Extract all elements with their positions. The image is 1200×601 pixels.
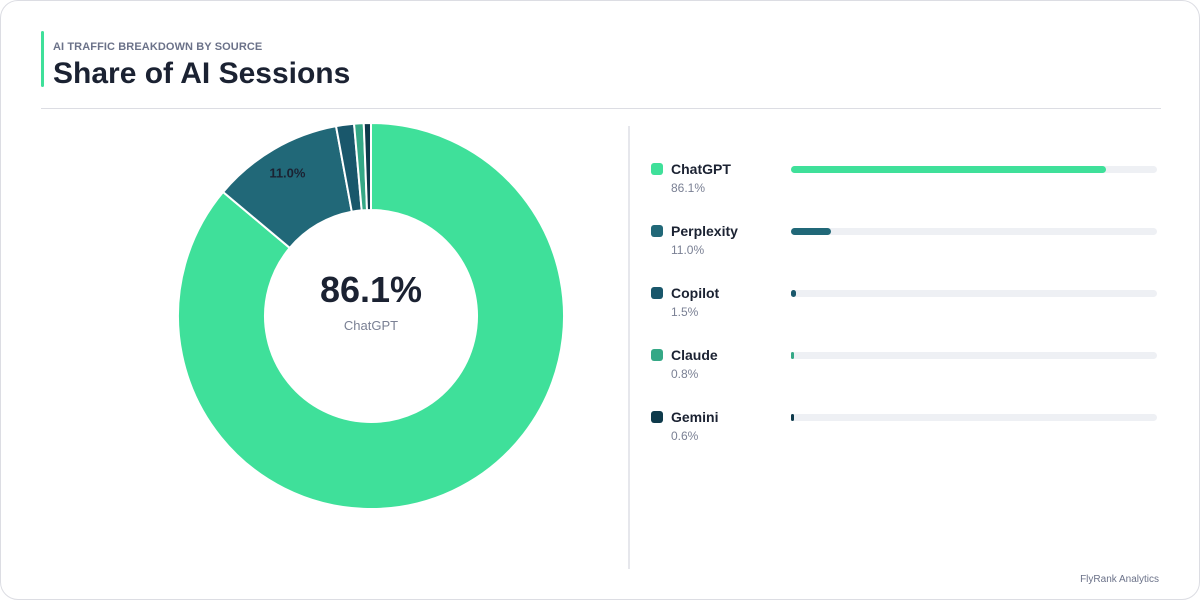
footer-brand: FlyRank Analytics: [1080, 574, 1159, 585]
legend-label: Perplexity: [671, 223, 738, 239]
legend-bar-track: [791, 352, 1157, 359]
legend-bar-track: [791, 166, 1157, 173]
legend-swatch: [651, 349, 663, 361]
legend-item-chatgpt[interactable]: ChatGPT 86.1%: [651, 161, 1161, 202]
legend-bar-track: [791, 414, 1157, 421]
legend-swatch: [651, 287, 663, 299]
accent-bar: [41, 31, 44, 87]
legend-value: 86.1%: [671, 181, 706, 195]
center-label: ChatGPT: [343, 318, 399, 333]
legend-label: Claude: [671, 347, 718, 363]
legend-label: Gemini: [671, 409, 719, 425]
legend-item-claude[interactable]: Claude 0.8%: [651, 347, 1161, 388]
legend-bar-fill: [791, 414, 794, 421]
donut-chart: 11.0%: [177, 121, 565, 510]
legend-swatch: [651, 163, 663, 175]
legend-item-perplexity[interactable]: Perplexity 11.0%: [651, 223, 1161, 264]
legend-item-copilot[interactable]: Copilot 1.5%: [651, 285, 1161, 326]
legend-swatch: [651, 225, 663, 237]
legend-value: 1.5%: [671, 305, 699, 319]
legend-bar-fill: [791, 228, 832, 235]
chart-title: Share of AI Sessions: [53, 57, 351, 90]
chart-eyebrow: AI TRAFFIC BREAKDOWN BY SOURCE: [53, 41, 263, 53]
center-value: 86.1%: [319, 269, 423, 310]
panel-divider: [628, 126, 630, 569]
legend-value: 0.6%: [671, 429, 699, 443]
donut-slice-label: 11.0%: [269, 166, 306, 181]
legend-value: 0.8%: [671, 367, 699, 381]
legend-item-gemini[interactable]: Gemini 0.6%: [651, 409, 1161, 450]
legend-bar-fill: [791, 290, 797, 297]
header-divider: [41, 108, 1161, 109]
legend-value: 11.0%: [671, 243, 705, 257]
legend-bar-fill: [791, 352, 794, 359]
legend-label: Copilot: [671, 285, 720, 301]
donut-slice-gemini[interactable]: [362, 121, 372, 212]
legend-bar-track: [791, 290, 1157, 297]
legend-swatch: [651, 411, 663, 423]
legend-bar-track: [791, 228, 1157, 235]
legend-bar-fill: [791, 166, 1107, 173]
donut-slice-chatgpt[interactable]: [177, 121, 565, 510]
legend-label: ChatGPT: [671, 161, 731, 177]
